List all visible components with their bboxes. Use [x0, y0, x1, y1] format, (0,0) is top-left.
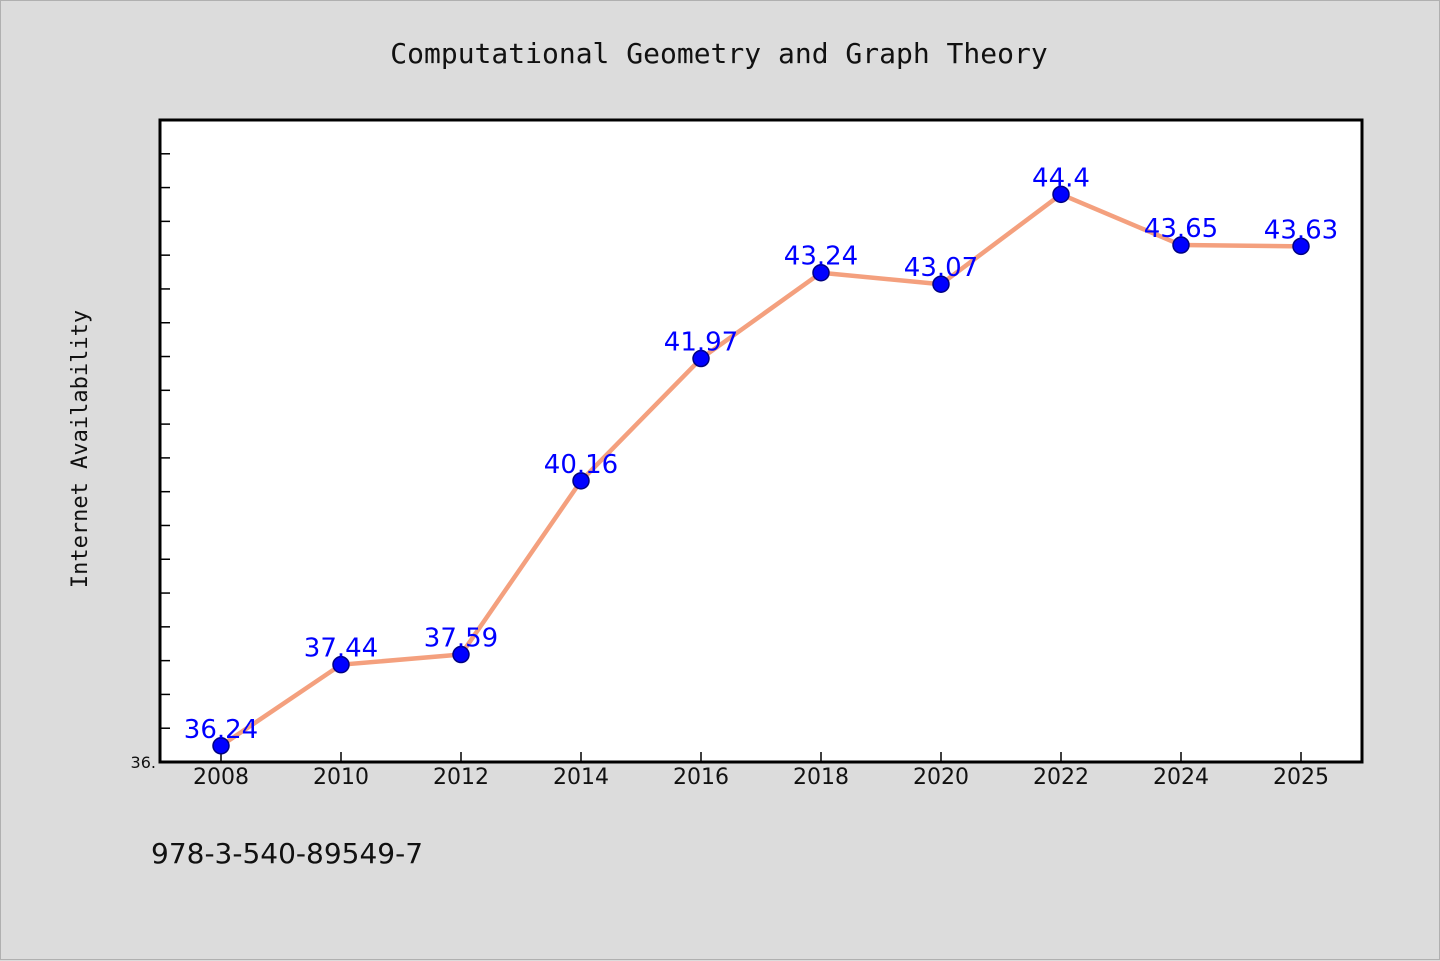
x-tick-label: 2024	[1153, 765, 1209, 790]
data-point	[452, 645, 470, 664]
data-point	[212, 737, 230, 755]
data-labels: 36.24 37.44 37.59 40.16 41.97 43.24 43.07 44.4 4…	[184, 163, 1338, 744]
x-tick-label: 2020	[913, 765, 969, 790]
y-tick-label: 36.	[131, 753, 156, 772]
series-layer	[212, 185, 1310, 755]
y-axis-label: Internet Availability	[68, 310, 93, 588]
data-label: 37.59	[424, 624, 498, 654]
data-label: 43.63	[1264, 215, 1338, 245]
data-point	[692, 349, 710, 368]
plot-frame	[158, 118, 1364, 764]
data-point	[812, 263, 830, 282]
data-point	[1292, 237, 1310, 256]
x-tick-label: 2010	[313, 765, 369, 790]
data-point	[1172, 236, 1190, 254]
data-point	[572, 472, 590, 490]
data-label: 43.65	[1144, 214, 1218, 244]
data-point	[932, 275, 950, 293]
series-line	[218, 192, 1304, 749]
plot-area	[160, 120, 1362, 762]
data-label: 36.24	[184, 715, 258, 745]
x-tick-label: 2022	[1033, 765, 1089, 790]
isbn-label: 978-3-540-89549-7	[151, 837, 423, 870]
x-axis-ticks: 2008 2010 2012 2014 2016 2018 2020 2022 2024 2025	[193, 752, 1329, 790]
data-label: 43.07	[904, 253, 978, 283]
data-label: 37.44	[304, 634, 378, 664]
data-point	[332, 655, 350, 674]
x-tick-label: 2008	[193, 765, 249, 790]
data-point	[1052, 185, 1070, 204]
data-label: 40.16	[544, 450, 618, 480]
data-label: 43.24	[784, 242, 858, 272]
x-tick-label: 2014	[553, 765, 609, 790]
x-tick-label: 2025	[1273, 765, 1329, 790]
x-tick-label: 2012	[433, 765, 489, 790]
chart-title: Computational Geometry and Graph Theory	[390, 37, 1047, 70]
data-label: 41.97	[664, 328, 738, 358]
data-label: 44.4	[1032, 163, 1090, 193]
x-tick-label: 2018	[793, 765, 849, 790]
x-tick-label: 2016	[673, 765, 729, 790]
